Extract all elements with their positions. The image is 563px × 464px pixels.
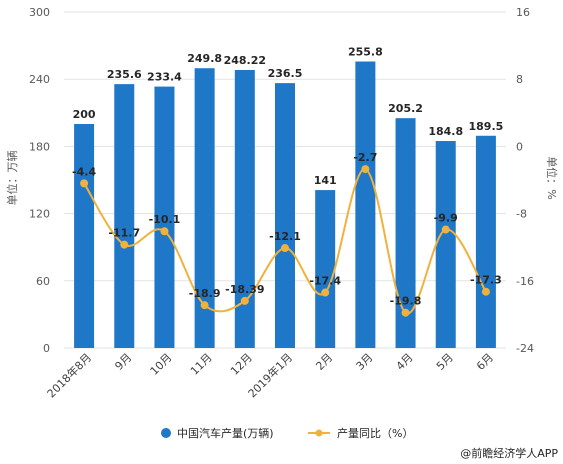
x-tick-label: 5月 xyxy=(434,351,456,373)
bar xyxy=(74,124,95,348)
line-data-label: -17.3 xyxy=(470,274,502,287)
left-tick-label: 180 xyxy=(29,140,50,153)
bar-data-label: 255.8 xyxy=(348,46,383,59)
bar xyxy=(234,69,255,349)
x-tick-label: 10月 xyxy=(148,351,175,378)
bar xyxy=(435,141,456,348)
line-point xyxy=(200,301,209,310)
line-data-label: -19.8 xyxy=(390,295,422,308)
line-data-label: -2.7 xyxy=(353,151,377,164)
bar xyxy=(315,190,336,348)
legend-line-label: 产量同比（%） xyxy=(337,426,413,440)
bar xyxy=(355,61,376,349)
bar-data-label: 249.8 xyxy=(187,52,222,65)
x-tick-label: 6月 xyxy=(474,351,496,373)
x-tick-label: 11月 xyxy=(188,351,215,378)
bar-data-label: 236.5 xyxy=(268,67,303,80)
line-point xyxy=(441,225,450,234)
legend: 中国汽车产量(万辆) 产量同比（%） xyxy=(161,426,413,440)
bar xyxy=(154,86,175,348)
line-point xyxy=(401,308,410,317)
bar-data-label: 235.6 xyxy=(107,68,142,81)
line-data-labels: -4.4 -11.7 -10.1 -18.9 -18.39 -12.1 -17.4 -2.7 -… xyxy=(72,151,502,308)
x-tick-label: 3月 xyxy=(354,351,376,373)
right-axis-title: 单位：% xyxy=(545,156,559,199)
bar-data-label: 184.8 xyxy=(428,125,463,138)
left-tick-label: 240 xyxy=(29,73,50,86)
x-tick-label: 2018年8月 xyxy=(44,350,94,400)
line-data-label: -12.1 xyxy=(269,230,301,243)
x-tick-label: 9月 xyxy=(112,351,134,373)
right-tick-label: -16 xyxy=(516,275,534,288)
line-point xyxy=(240,296,249,305)
line-point xyxy=(281,244,289,253)
right-tick-label: 8 xyxy=(516,73,523,86)
right-tick-label: 16 xyxy=(516,6,530,19)
bar xyxy=(194,68,215,348)
line-data-label: -18.9 xyxy=(189,287,221,300)
line-point xyxy=(361,165,370,174)
bar-data-label: 200 xyxy=(73,108,96,121)
line-point xyxy=(160,227,169,236)
right-axis-ticks: -24 -16 -8 0 8 16 xyxy=(516,6,534,355)
x-tick-label: 12月 xyxy=(228,351,255,378)
legend-bar-label: 中国汽车产量(万辆) xyxy=(177,426,274,440)
source-credit: @前瞻经济学人APP xyxy=(460,446,558,460)
legend-line-marker-dot xyxy=(315,429,323,437)
line-point xyxy=(120,240,129,249)
line-data-label: -9.9 xyxy=(434,212,458,225)
x-tick-label: 2月 xyxy=(313,351,335,373)
right-tick-label: -8 xyxy=(516,208,527,221)
left-tick-label: 60 xyxy=(36,275,50,288)
bar-data-label: 205.2 xyxy=(388,102,423,115)
bar-data-label: 189.5 xyxy=(469,120,504,133)
line-data-label: -18.39 xyxy=(225,283,264,296)
line-point xyxy=(321,288,330,297)
x-tick-label: 4月 xyxy=(394,351,416,373)
bar xyxy=(114,84,135,349)
bar xyxy=(475,135,496,348)
line-data-label: -4.4 xyxy=(72,165,96,178)
right-tick-label: -24 xyxy=(516,342,534,355)
bar xyxy=(395,118,416,349)
line-series xyxy=(80,165,490,317)
line-data-label: -17.4 xyxy=(309,275,341,288)
line-data-label: -11.7 xyxy=(108,227,140,240)
legend-bar-marker xyxy=(161,428,171,438)
left-axis-ticks: 0 60 120 180 240 300 xyxy=(29,6,50,355)
bar-data-label: 141 xyxy=(314,174,337,187)
bar xyxy=(275,83,295,349)
bar-series xyxy=(74,61,496,349)
left-tick-label: 300 xyxy=(29,6,50,19)
line-point xyxy=(481,287,490,296)
line-data-label: -10.1 xyxy=(149,213,181,226)
bar-data-label: 248.22 xyxy=(224,54,266,67)
left-axis-title: 单位：万辆 xyxy=(5,151,19,206)
left-tick-label: 0 xyxy=(43,342,50,355)
left-tick-label: 120 xyxy=(29,208,50,221)
line-point xyxy=(80,179,89,188)
bar-data-label: 233.4 xyxy=(147,71,182,84)
right-tick-label: 0 xyxy=(516,140,523,153)
